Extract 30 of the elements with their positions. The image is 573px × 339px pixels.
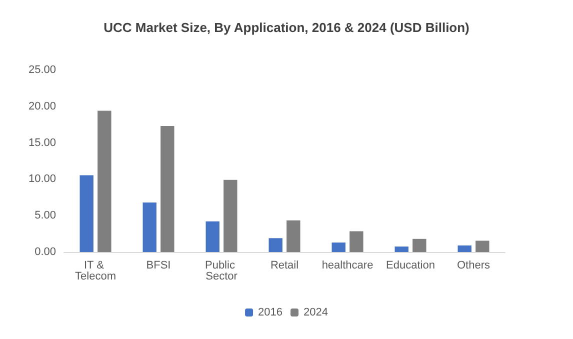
x-tick-label: Education xyxy=(386,260,435,272)
legend-label: 2024 xyxy=(304,306,328,318)
bar xyxy=(160,126,174,252)
y-tick-label: 25.00 xyxy=(28,64,56,76)
x-tick-label: healthcare xyxy=(322,260,374,272)
bar xyxy=(458,245,472,252)
bar xyxy=(332,242,346,252)
bar xyxy=(394,246,408,252)
x-tick-label: BFSI xyxy=(146,260,171,272)
x-tick-label: Others xyxy=(456,260,491,272)
bar xyxy=(350,231,364,252)
bar xyxy=(142,202,156,252)
y-tick-label: 15.00 xyxy=(28,136,56,149)
bar xyxy=(98,110,112,252)
bar xyxy=(286,220,300,252)
chart-title: UCC Market Size, By Application, 2016 & 2024 (USD Billion) xyxy=(104,20,470,35)
y-tick-label: 0.00 xyxy=(34,246,56,258)
bar xyxy=(224,180,238,252)
y-tick-label: 20.00 xyxy=(28,100,56,112)
bar xyxy=(80,175,94,252)
x-tick-label: Public Sector xyxy=(204,260,238,282)
bar xyxy=(412,238,426,252)
y-tick-label: 10.00 xyxy=(28,173,56,186)
x-tick-label: IT & Telecom xyxy=(75,260,116,282)
y-tick-label: 5.00 xyxy=(34,210,56,222)
x-tick-label: Retail xyxy=(270,260,299,272)
bar xyxy=(206,221,220,252)
legend-label: 2016 xyxy=(258,306,283,318)
bar xyxy=(268,238,282,252)
bar xyxy=(476,240,490,252)
